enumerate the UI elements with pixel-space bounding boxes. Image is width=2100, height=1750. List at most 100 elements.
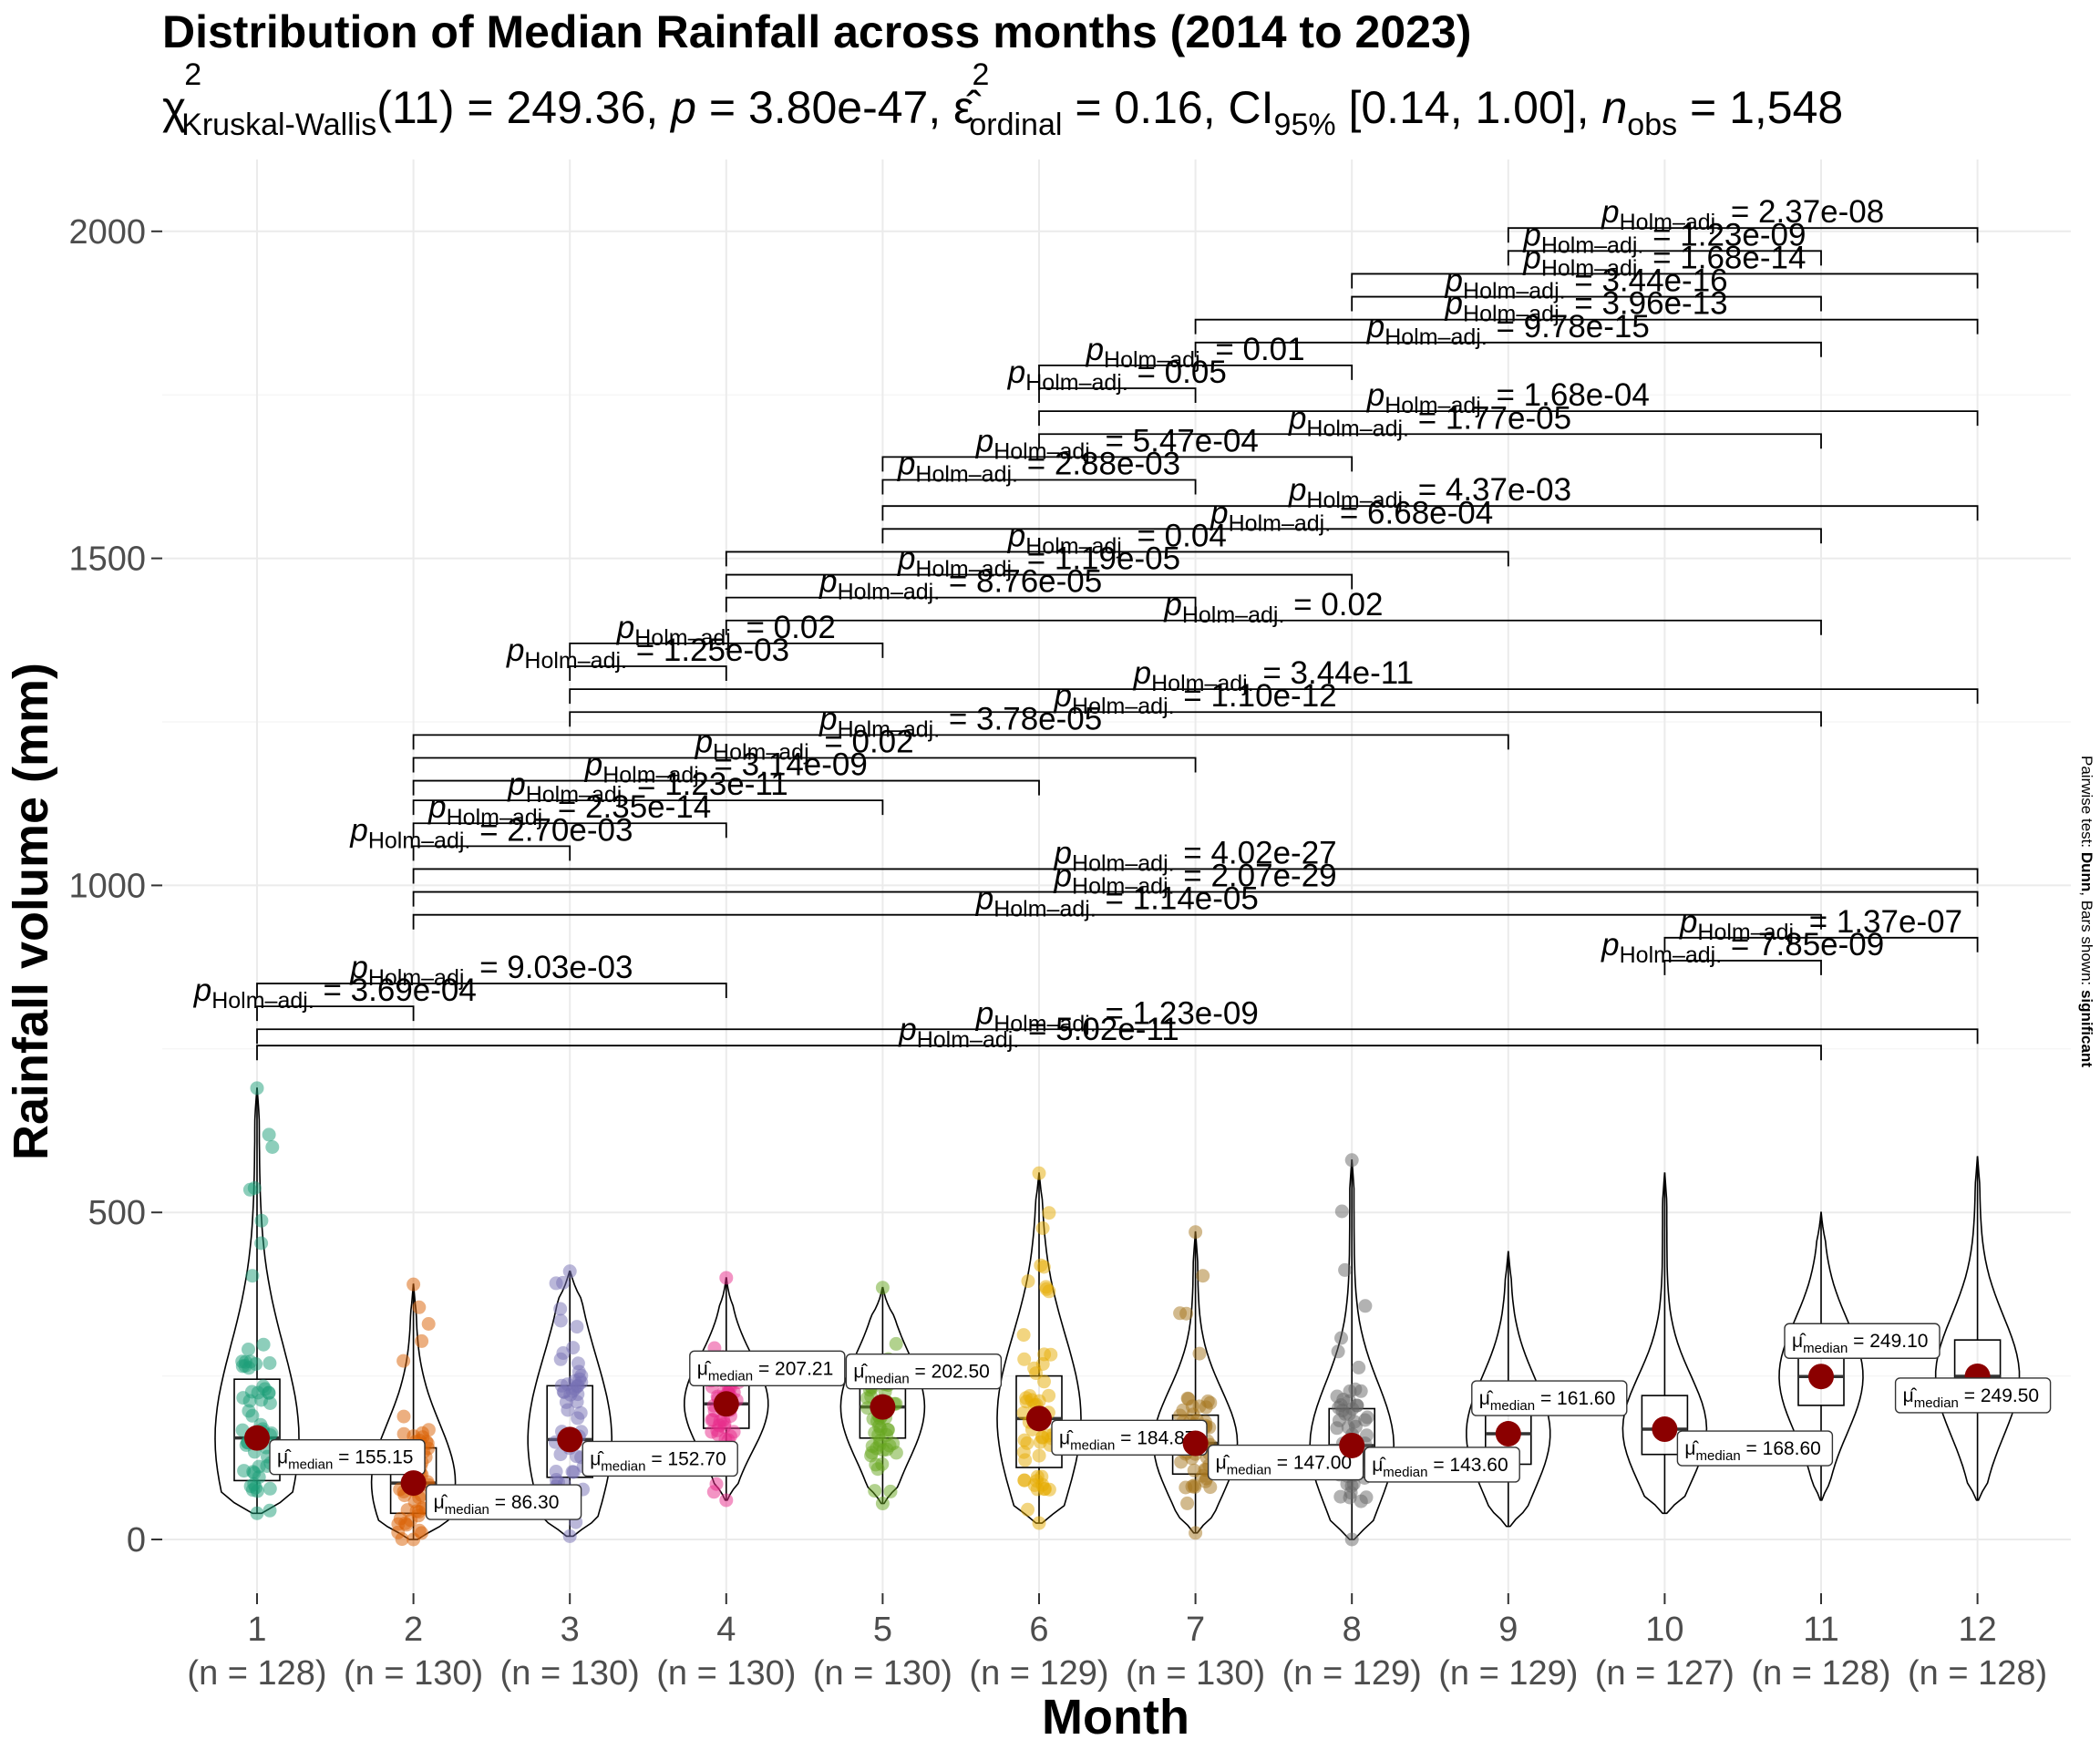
median-label-value: = 147.00 [1271,1453,1352,1474]
median-label-sub: median [1803,1341,1848,1356]
pairwise-p-sub: Holm–adj. [526,782,629,808]
data-point [1203,1395,1218,1410]
median-label-box [1207,1444,1364,1481]
median-label: μ̂median = 184.87 [1059,1427,1195,1453]
pairwise-p-sub: Holm–adj. [1025,533,1128,559]
median-point [1652,1416,1678,1443]
data-point [237,1464,252,1478]
x-sample-size-label: (n = 129) [969,1654,1108,1693]
data-point [421,1317,436,1331]
pairwise-p-sub: Holm–adj. [838,716,941,742]
pairwise-p-value: = 0.01 [1207,332,1305,367]
data-point [1032,1448,1046,1463]
pairwise-bracket [1038,387,1197,404]
pairwise-bracket [569,688,1979,705]
pairwise-p-value: = 3.44e-11 [1254,655,1414,691]
data-point [235,1359,250,1374]
median-label-value: = 249.50 [1959,1385,2039,1406]
data-point [250,1081,264,1096]
data-point [1042,1284,1056,1299]
pairwise-p-sub: Holm–adj. [1620,210,1723,235]
pairwise-p-label: pHolm–adj. = 1.68e-14 [1522,240,1806,281]
data-point [1196,1269,1210,1283]
pairwise-p-label: pHolm–adj. = 2.07e-29 [1054,859,1337,900]
data-point [1173,1306,1188,1321]
data-point [1352,1360,1366,1374]
y-tick-label: 500 [88,1194,146,1232]
pairwise-bracket [412,845,571,861]
pairwise-p-value: = 7.85e-09 [1722,927,1884,962]
median-label-symbol: μ̂ [1903,1385,1918,1406]
pairwise-p-sub: Holm–adj. [634,625,737,651]
pairwise-p-value: = 3.96e-13 [1566,286,1728,322]
median-label-sub: median [1490,1398,1535,1414]
pairwise-p-symbol: p [507,767,525,802]
pairwise-p-sub: Holm–adj. [211,988,314,1014]
pairwise-p-symbol: p [1601,927,1619,962]
pairwise-p-sub: Holm–adj. [993,897,1096,922]
pairwise-p-label: pHolm–adj. = 1.37e-07 [1679,904,1962,945]
data-point [250,1506,264,1520]
data-point [1021,1274,1035,1289]
median-label: μ̂median = 155.15 [277,1447,413,1473]
y-tick-label: 1000 [68,867,146,905]
subtitle-ci-value: [0.14, 1.00], [1336,82,1602,133]
pairwise-p-sub: Holm–adj. [993,438,1096,464]
median-label: μ̂median = 202.50 [853,1362,989,1387]
x-tick-label: 4 [716,1611,736,1649]
x-sample-size-label: (n = 130) [1126,1654,1265,1693]
median-label-symbol: μ̂ [853,1362,868,1383]
pairwise-bracket [412,757,1197,773]
pairwise-p-value: = 2.07e-29 [1175,859,1337,894]
pairwise-bracket [725,619,1822,635]
pairwise-p-sub: Holm–adj. [915,461,1018,487]
x-tick-label: 8 [1343,1611,1362,1649]
pairwise-p-symbol: p [1054,859,1072,894]
median-label-value: = 161.60 [1535,1388,1615,1409]
pairwise-p-symbol: p [1679,904,1697,940]
data-point [262,1481,277,1496]
data-point [1024,1393,1039,1407]
pairwise-p-value: = 3.44e-16 [1566,263,1728,299]
pairwise-p-value: = 3.14e-09 [705,747,868,783]
median-label-sub: median [601,1458,645,1474]
data-point [1174,1455,1189,1469]
data-point [1330,1389,1344,1404]
data-point [1344,1532,1359,1547]
data-point [242,1343,255,1356]
caption-test: Dunn [2078,852,2095,891]
pairwise-p-sub: Holm–adj. [447,805,550,830]
data-point [1042,1206,1056,1220]
data-point [1017,1473,1032,1488]
median-label-symbol: μ̂ [1479,1388,1494,1409]
data-point [573,1405,588,1420]
pairwise-p-symbol: p [1445,263,1463,299]
data-point [570,1320,584,1334]
pairwise-p-symbol: p [1445,286,1463,322]
data-point [875,1457,890,1471]
pairwise-p-label: pHolm–adj. = 3.44e-11 [1133,655,1415,696]
median-label-symbol: μ̂ [1372,1455,1386,1476]
data-point [1192,1346,1207,1361]
pairwise-bracket [881,456,1354,472]
pairwise-p-value: = 3.78e-05 [940,701,1102,736]
pairwise-p-symbol: p [349,812,367,848]
median-label-symbol: μ̂ [434,1492,448,1513]
data-point [247,1466,262,1480]
median-label-sub: median [1383,1465,1427,1480]
pairwise-p-symbol: p [616,610,634,645]
x-sample-size-label: (n = 130) [344,1654,483,1693]
pairwise-p-value: = 2.88e-03 [1018,446,1180,481]
median-label: μ̂median = 249.10 [1792,1331,1928,1356]
pairwise-p-sub: Holm–adj. [1385,393,1488,418]
pairwise-bracket [1194,318,1979,335]
pairwise-p-value: = 1.68e-04 [1488,377,1650,413]
pairwise-bracket [1038,433,1822,449]
subtitle-n-sub: obs [1627,108,1677,142]
pairwise-p-symbol: p [1366,309,1385,345]
median-point [713,1391,739,1417]
x-sample-size-label: (n = 130) [500,1654,640,1693]
data-point [396,1354,411,1368]
pairwise-bracket [412,799,884,816]
pairwise-p-symbol: p [1133,655,1151,691]
